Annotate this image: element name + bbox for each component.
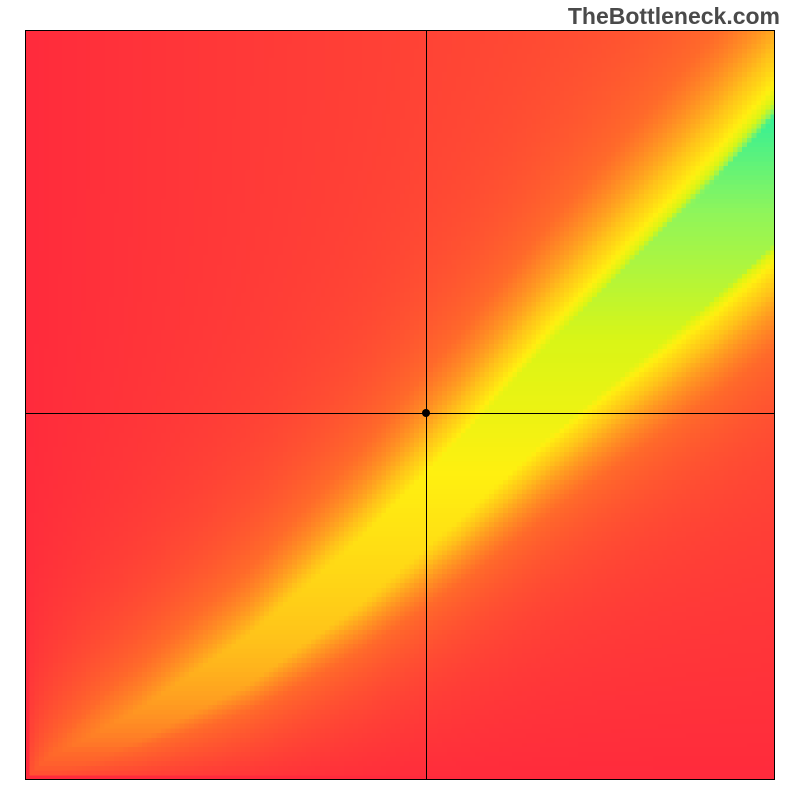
- chart-container: TheBottleneck.com: [0, 0, 800, 800]
- crosshair-horizontal: [25, 413, 775, 414]
- plot-area: [25, 30, 775, 780]
- watermark-text: TheBottleneck.com: [568, 3, 780, 30]
- crosshair-vertical: [426, 30, 427, 780]
- heatmap-canvas: [25, 30, 775, 780]
- marker-dot: [422, 409, 430, 417]
